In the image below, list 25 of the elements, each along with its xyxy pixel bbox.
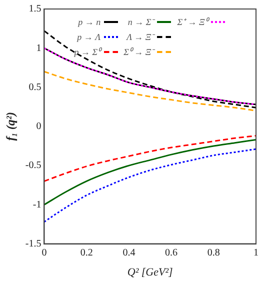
legend-label: p → n (78, 16, 101, 26)
y-tick-label: -1 (32, 199, 42, 210)
legend-label: Λ → Ξ⁻ (126, 31, 154, 43)
x-axis-title: Q² [GeV²] (127, 266, 173, 278)
x-tick-label: 0.8 (207, 247, 220, 258)
legend-label: p → Λ (77, 32, 101, 42)
line-series (44, 135, 256, 182)
line-series (44, 30, 256, 108)
line-series (44, 138, 256, 206)
line-series (44, 70, 256, 112)
x-tick-label: 0.2 (80, 247, 93, 258)
y-tick-label: -0.5 (25, 160, 42, 172)
y-tick-label: 0 (36, 121, 42, 132)
y-axis-title: f₁ (q²) (3, 112, 18, 141)
legend-label: Σ⁰ → Ξ⁻ (124, 46, 154, 58)
legend-label: n → Σ⁻ (128, 16, 154, 28)
y-tick-label: -1.5 (25, 238, 42, 250)
y-tick-label: 1 (36, 42, 42, 54)
x-tick-label: 0.4 (122, 247, 136, 258)
line-series (44, 148, 256, 223)
legend-label: Σ⁺ → Ξ⁰ (177, 16, 208, 28)
y-tick-label: 1.5 (28, 4, 42, 15)
y-tick-label: 0.5 (28, 82, 42, 93)
x-tick-label: 1 (254, 247, 258, 258)
x-tick-label: 0.6 (165, 247, 178, 258)
